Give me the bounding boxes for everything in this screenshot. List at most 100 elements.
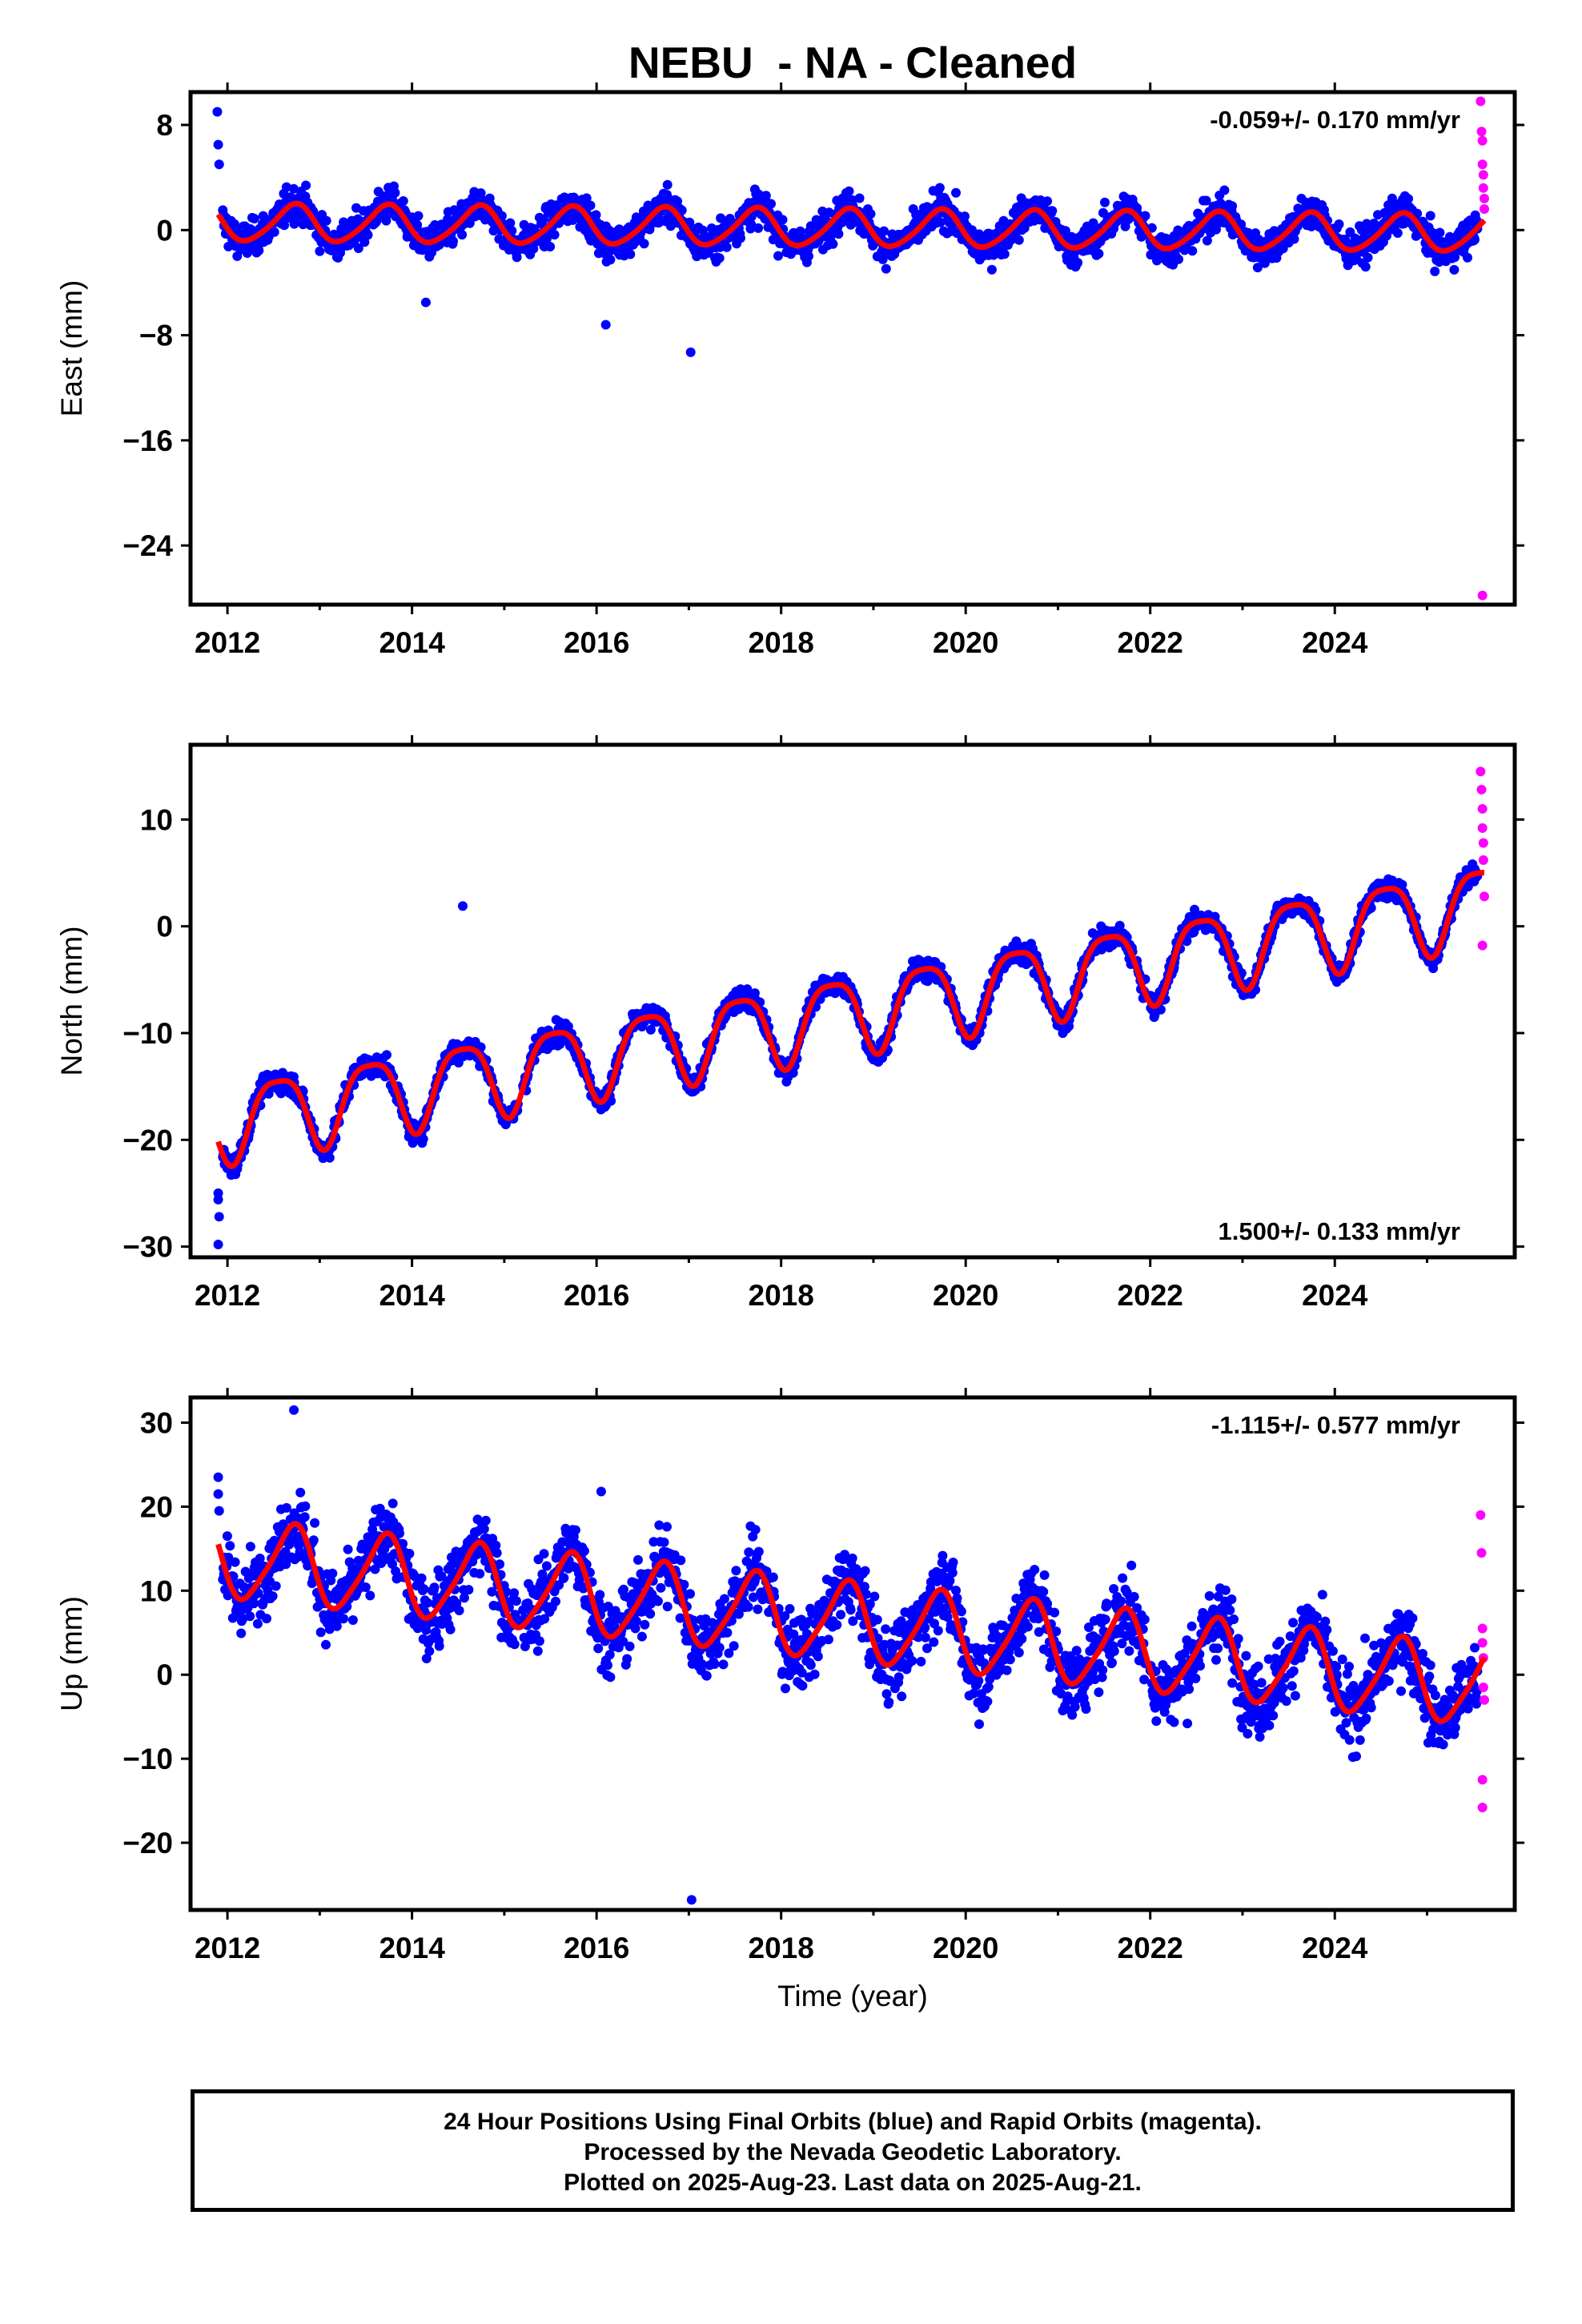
final-orbit-point <box>625 249 636 259</box>
final-orbit-point <box>464 218 475 228</box>
final-orbit-point <box>1470 235 1480 245</box>
final-orbit-point <box>1363 252 1373 263</box>
final-orbit-point <box>351 203 361 213</box>
final-orbit-point <box>398 196 408 206</box>
final-orbit-point <box>685 347 696 357</box>
x-tick-label: 2018 <box>749 1279 814 1312</box>
final-orbit-point <box>585 200 596 211</box>
final-orbit-point <box>365 1590 375 1601</box>
final-orbit-point <box>315 1627 326 1638</box>
rapid-orbit-point <box>1477 823 1488 833</box>
final-orbit-point <box>212 107 223 117</box>
final-orbit-point <box>382 1050 391 1060</box>
final-orbit-point <box>1047 206 1058 216</box>
final-orbit-point <box>363 230 373 240</box>
final-orbit-point <box>777 215 788 225</box>
final-orbit-point <box>563 1021 573 1031</box>
final-orbit-point <box>935 217 946 227</box>
final-orbit-point <box>1094 248 1104 259</box>
x-tick-label: 2020 <box>933 1279 998 1312</box>
final-orbit-point <box>214 1212 224 1222</box>
final-orbit-point <box>761 191 771 201</box>
final-orbit-point <box>299 1512 310 1522</box>
final-orbit-point <box>236 1628 247 1638</box>
final-orbit-point <box>213 1195 223 1204</box>
final-orbit-point <box>230 1557 240 1567</box>
final-orbit-point <box>804 251 813 261</box>
final-orbit-point <box>245 1611 255 1622</box>
final-orbit-point <box>315 246 325 256</box>
final-orbit-point <box>1140 211 1150 221</box>
final-orbit-point <box>413 211 424 221</box>
east-final-points <box>212 107 1483 357</box>
x-tick-label: 2016 <box>564 626 629 659</box>
final-orbit-point <box>746 219 757 229</box>
final-orbit-point <box>249 1598 259 1609</box>
final-orbit-point <box>254 245 264 255</box>
final-orbit-point <box>879 226 889 236</box>
final-orbit-point <box>986 264 997 275</box>
final-orbit-point <box>252 1618 263 1629</box>
final-orbit-point <box>324 1152 335 1163</box>
y-tick-label: 0 <box>156 214 173 247</box>
final-orbit-point <box>507 226 517 236</box>
final-orbit-point <box>645 1024 656 1035</box>
final-orbit-point <box>214 159 224 170</box>
final-orbit-point <box>591 210 601 220</box>
rapid-orbit-point <box>1477 940 1488 951</box>
final-orbit-point <box>1073 258 1083 267</box>
final-orbit-point <box>213 139 223 150</box>
final-orbit-point <box>249 214 259 223</box>
x-tick-label: 2018 <box>749 626 814 659</box>
final-orbit-point <box>448 236 458 247</box>
final-orbit-point <box>382 209 392 219</box>
x-tick-label: 2012 <box>195 626 260 659</box>
final-orbit-point <box>390 187 400 198</box>
final-orbit-point <box>766 199 776 209</box>
y-tick-label: −30 <box>122 1231 173 1264</box>
rapid-orbit-point <box>1479 891 1489 902</box>
final-orbit-point <box>605 255 616 265</box>
final-orbit-point <box>1259 258 1270 268</box>
final-orbit-point <box>1430 266 1440 276</box>
rapid-orbit-point <box>1478 183 1488 193</box>
y-tick-label: −20 <box>122 1124 173 1156</box>
rapid-orbit-point <box>1478 838 1488 848</box>
rapid-orbit-point <box>1477 135 1488 146</box>
rapid-orbit-point <box>1476 785 1487 794</box>
rapid-orbit-point <box>1478 170 1488 180</box>
final-orbit-point <box>288 183 299 194</box>
final-orbit-point <box>295 1487 306 1498</box>
final-orbit-point <box>505 218 516 228</box>
final-orbit-point <box>753 223 764 233</box>
final-orbit-point <box>419 1584 429 1594</box>
east-axis-label: East (mm) <box>55 280 88 417</box>
final-orbit-point <box>881 263 891 274</box>
final-orbit-point <box>1227 201 1238 211</box>
final-orbit-point <box>476 188 486 199</box>
x-tick-label: 2012 <box>195 1279 260 1312</box>
y-tick-label: −24 <box>122 529 173 562</box>
final-orbit-point <box>1174 254 1183 264</box>
final-orbit-point <box>1392 228 1403 238</box>
final-orbit-point <box>310 1518 320 1528</box>
final-orbit-point <box>1340 235 1351 244</box>
rapid-orbit-point <box>1477 804 1488 814</box>
final-orbit-point <box>404 1549 415 1558</box>
final-orbit-point <box>1202 235 1212 246</box>
final-orbit-point <box>795 226 805 236</box>
final-orbit-point <box>1187 246 1198 256</box>
final-orbit-point <box>418 1134 428 1144</box>
final-orbit-point <box>1463 252 1472 263</box>
final-orbit-point <box>951 187 961 198</box>
y-tick-label: 8 <box>156 109 173 142</box>
final-orbit-point <box>353 243 363 253</box>
y-tick-label: 0 <box>156 911 173 943</box>
final-orbit-point <box>960 211 970 222</box>
final-orbit-point <box>387 1498 398 1509</box>
rapid-orbit-point <box>1476 96 1486 107</box>
north-panel: 2012 2014 2016 2018 2020 2022 2024100−10−20−30… <box>55 735 1524 1312</box>
figure-title: NEBU - NA - Cleaned <box>628 38 1077 87</box>
final-orbit-point <box>420 297 431 308</box>
